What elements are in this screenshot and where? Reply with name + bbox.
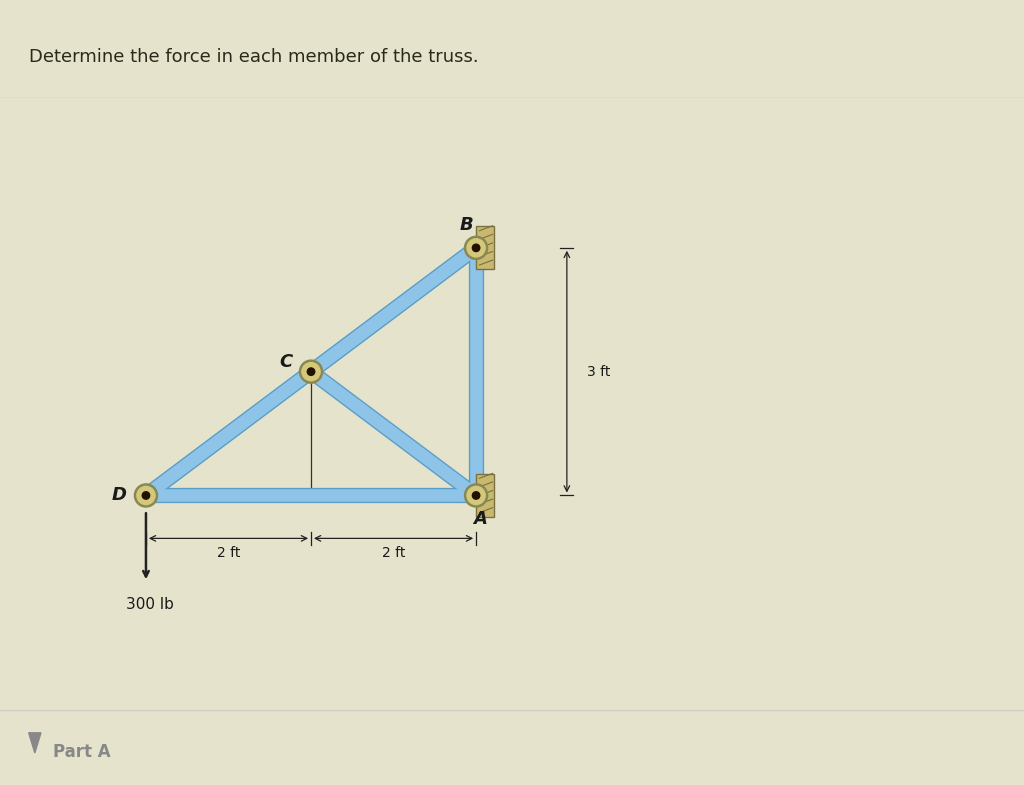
Circle shape [134,484,158,507]
Text: 300 lb: 300 lb [126,597,174,612]
Circle shape [472,491,480,499]
Bar [476,474,495,517]
Text: 3 ft: 3 ft [587,365,610,378]
Text: Determine the force in each member of the truss.: Determine the force in each member of th… [29,48,478,66]
Circle shape [467,239,485,257]
Text: Part A: Part A [53,743,111,761]
Text: 2 ft: 2 ft [382,546,406,560]
Bar [476,226,495,269]
Circle shape [465,236,487,259]
Circle shape [137,487,155,505]
Text: D: D [112,487,127,505]
Circle shape [470,490,482,502]
Circle shape [472,244,480,251]
Circle shape [302,363,321,381]
Circle shape [299,360,323,383]
Text: B: B [460,216,473,234]
Text: C: C [280,352,293,371]
Circle shape [142,491,150,499]
Text: 2 ft: 2 ft [217,546,241,560]
Circle shape [470,242,482,254]
Circle shape [465,484,487,507]
Polygon shape [29,733,41,753]
Circle shape [467,487,485,505]
Circle shape [307,368,314,375]
Text: A: A [473,509,487,528]
